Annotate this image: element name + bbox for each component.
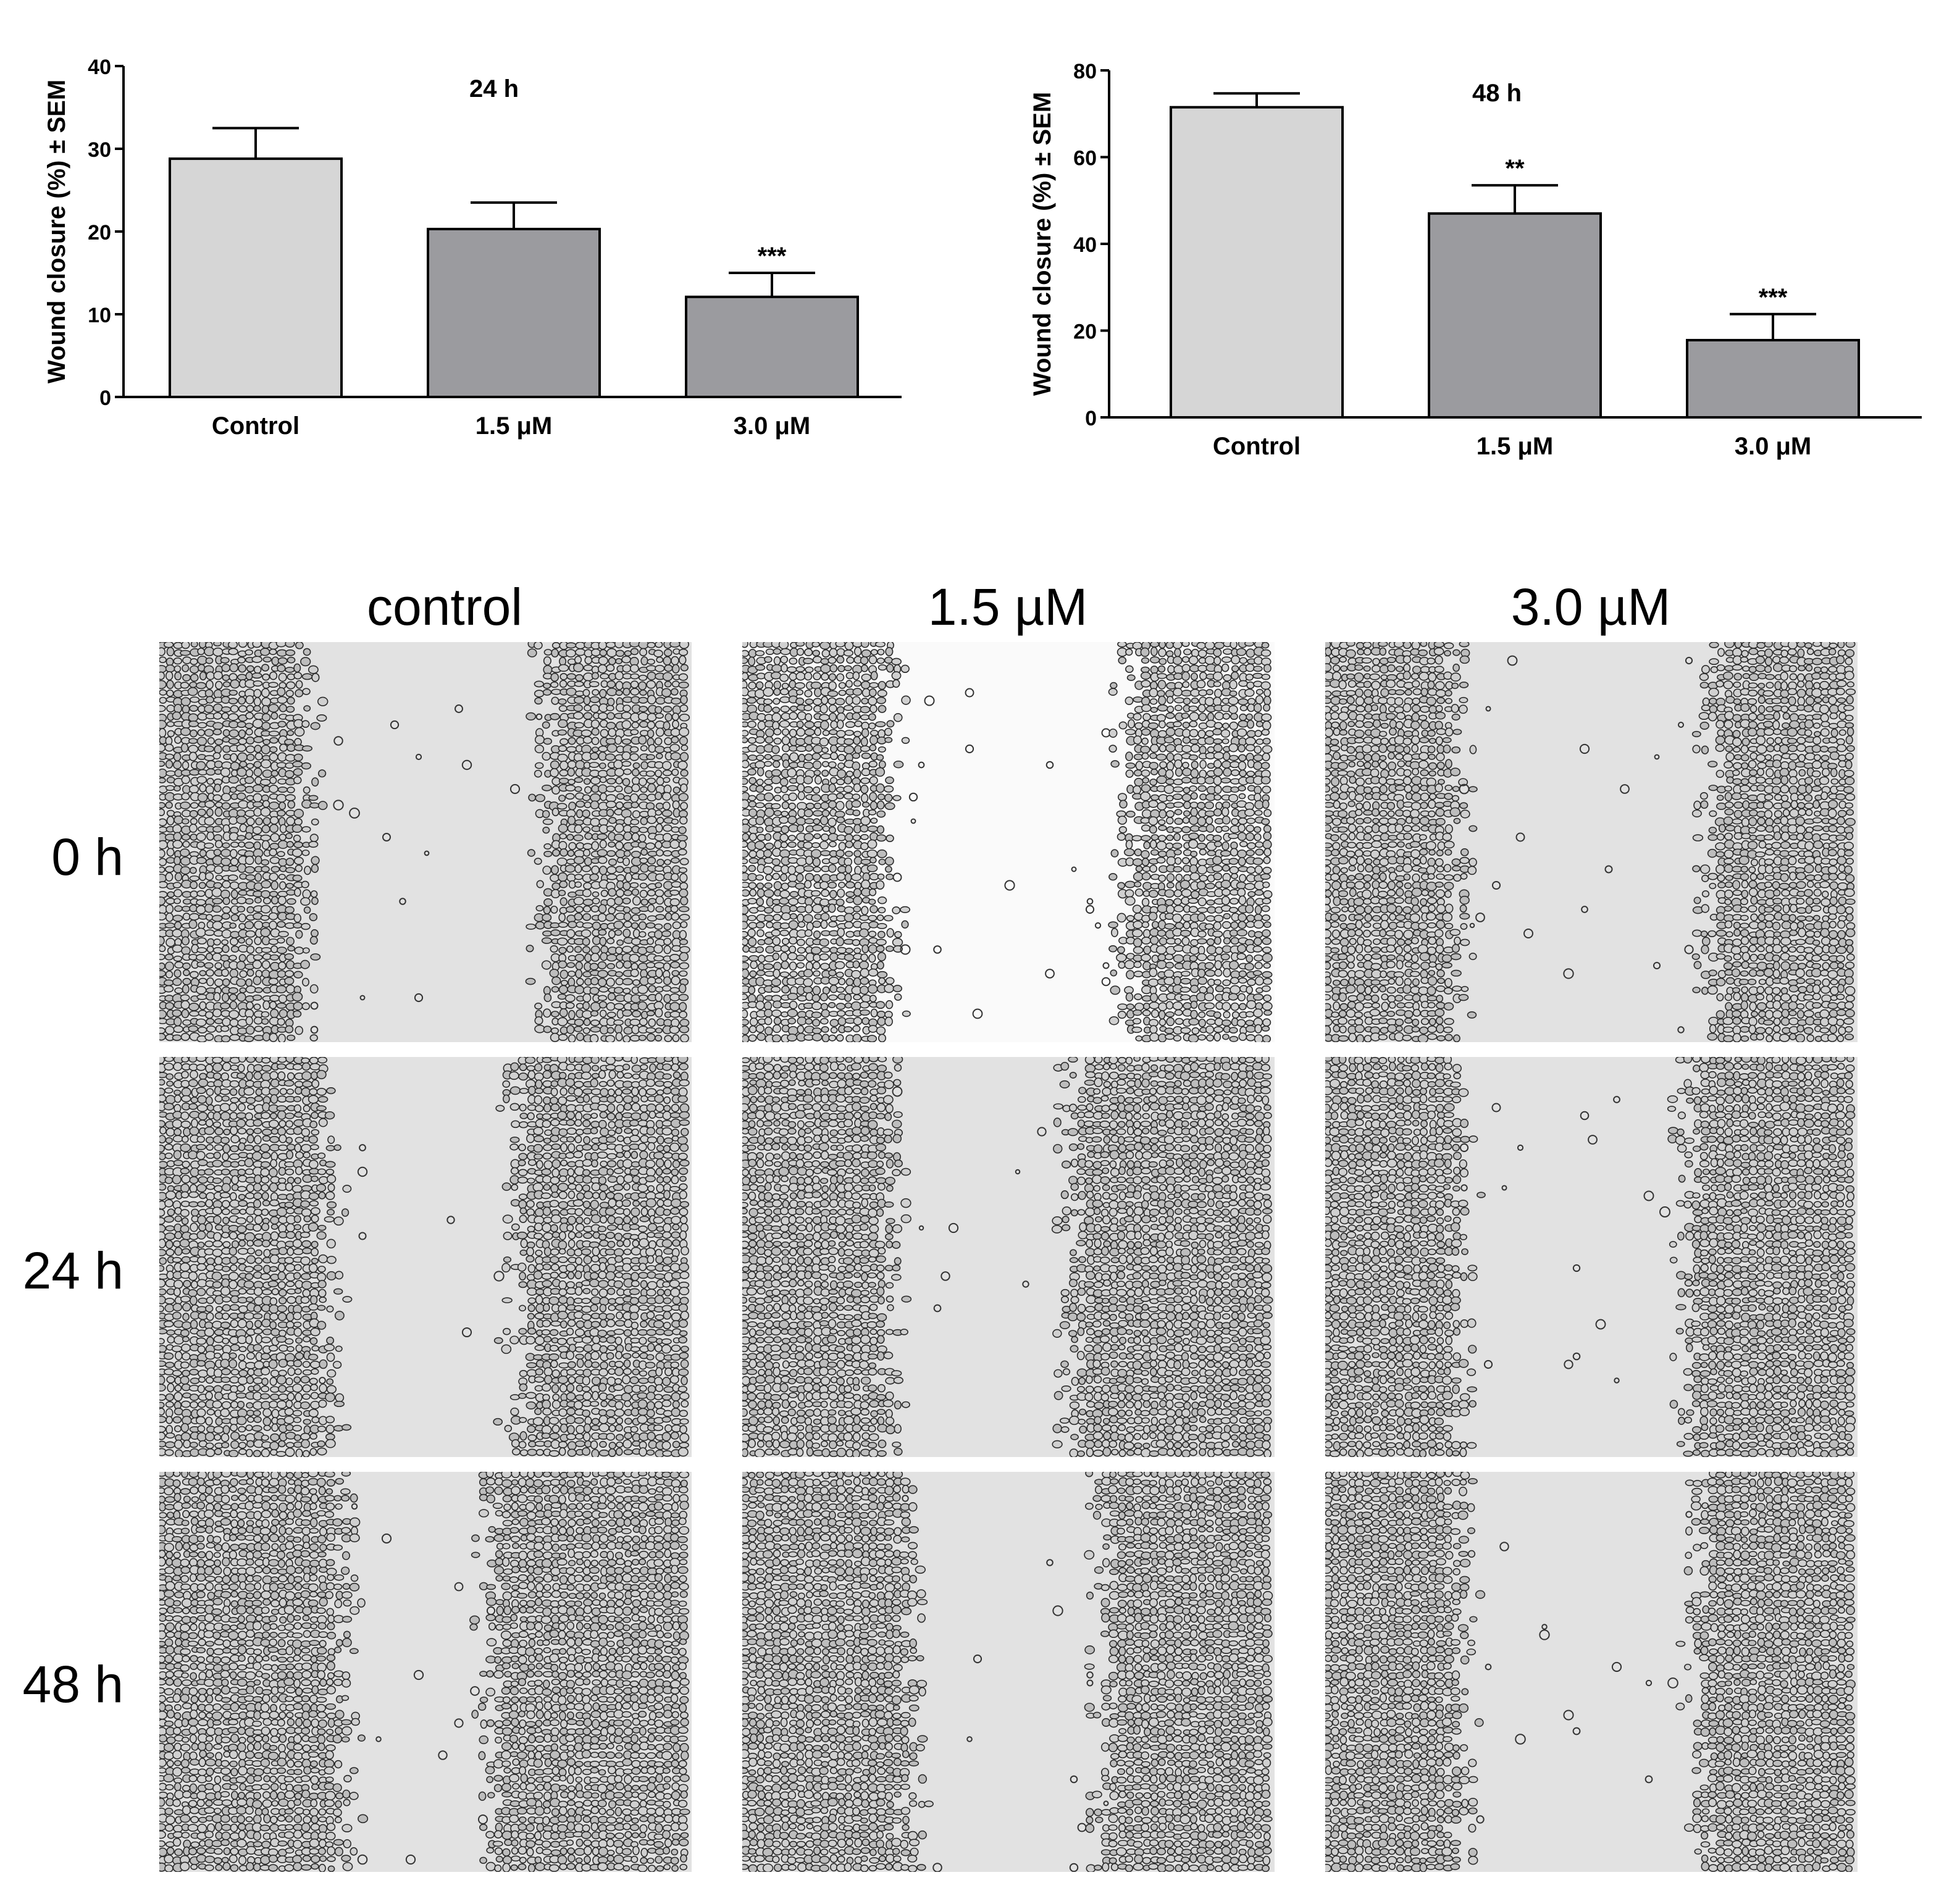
x-tick-label: 3.0 μM <box>734 412 811 440</box>
y-tick-label: 0 <box>1085 407 1097 430</box>
bar-chart-48h: Wound closure (%) ± SEM 48 h 0 20 40 60 80 Cont… <box>1029 60 1922 460</box>
x-tick-label: Control <box>212 412 300 440</box>
x-tick-label: 3.0 μM <box>1735 433 1812 460</box>
bar-control <box>169 157 343 399</box>
y-tick-label: 40 <box>88 56 111 79</box>
row-label-24h: 24 h <box>22 1242 124 1300</box>
chart-title: 24 h <box>469 75 519 102</box>
micrograph-48h-3-0uM <box>1325 1472 1858 1872</box>
micrograph-0h-3-0uM <box>1325 642 1858 1042</box>
y-tick-label: 30 <box>88 138 111 162</box>
micrograph-48h-1-5uM <box>742 1472 1275 1872</box>
y-tick-label: 10 <box>88 304 111 327</box>
x-tick-label: 1.5 μM <box>1477 433 1554 460</box>
bar-3-0-m <box>1686 338 1860 419</box>
bar-3-0-m <box>685 295 859 398</box>
row-label-0h: 0 h <box>51 828 124 886</box>
y-tick-label: 60 <box>1073 147 1097 170</box>
micrograph-0h-control <box>159 642 692 1042</box>
bar-1-5-m <box>1428 212 1602 419</box>
bar-1-5-m <box>427 227 601 398</box>
x-tick-label: 1.5 μM <box>476 412 553 440</box>
column-header-1-5uM: 1.5 µM <box>928 578 1088 636</box>
y-tick-label: 0 <box>99 386 111 410</box>
significance-marker: ** <box>1505 155 1525 182</box>
significance-marker: *** <box>758 243 787 270</box>
micrograph-24h-3-0uM <box>1325 1057 1858 1457</box>
micrograph-0h-1-5uM <box>742 642 1275 1042</box>
micrograph-48h-control <box>159 1472 692 1872</box>
bar-chart-24h: Wound closure (%) ± SEM 24 h 0 10 20 30 40 Cont… <box>43 56 902 440</box>
y-tick-label: 20 <box>1073 320 1097 344</box>
micrograph-24h-control <box>159 1057 692 1457</box>
row-label-48h: 48 h <box>22 1655 124 1713</box>
y-tick-label: 20 <box>88 221 111 244</box>
column-header-control: control <box>366 578 523 636</box>
y-tick-label: 80 <box>1073 60 1097 83</box>
bar-control <box>1170 106 1344 419</box>
y-tick-label: 40 <box>1073 233 1097 257</box>
micrograph-24h-1-5uM <box>742 1057 1275 1457</box>
column-header-3-0uM: 3.0 µM <box>1510 578 1671 636</box>
y-axis-label: Wound closure (%) ± SEM <box>1029 92 1056 396</box>
significance-marker: *** <box>1759 284 1788 311</box>
chart-title: 48 h <box>1472 80 1522 107</box>
x-tick-label: Control <box>1213 433 1301 460</box>
y-axis-label: Wound closure (%) ± SEM <box>43 80 70 383</box>
